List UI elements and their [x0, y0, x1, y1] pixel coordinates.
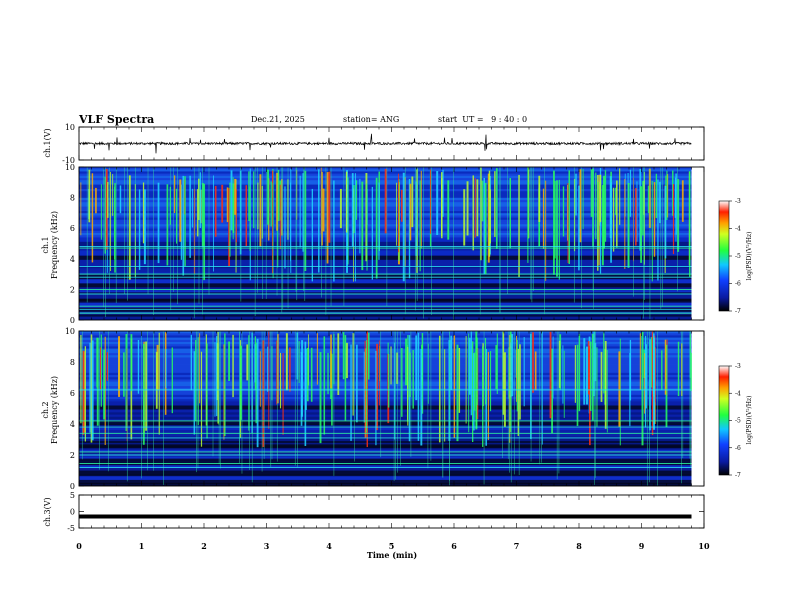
ch1-colorbar-label: log(PSD)(V²/Hz) [746, 232, 753, 281]
ch1-colorbar: log(PSD)(V²/Hz) -3 -4 -5 -6 -7 [718, 198, 753, 315]
y-tick-label: 0 [70, 508, 75, 517]
ch2-spectrogram-panel: 0 2 4 6 8 10 [65, 327, 705, 491]
y-tick-label: -5 [67, 524, 75, 533]
start-time-label: start UT = 9 : 40 : 0 [438, 115, 528, 124]
y-tick-label: 8 [70, 194, 75, 203]
panel-frame [78, 166, 705, 321]
ch2-colorbar: log(PSD)(V²/Hz) -3 -4 -5 -6 -7 [718, 363, 753, 479]
y-tick-label: 0 [70, 482, 75, 491]
ch1-spec-ylabel-line2: Frequency (kHz) [50, 211, 59, 279]
colorbar-tick-label: -3 [735, 363, 741, 370]
y-tick-label: 8 [70, 358, 75, 367]
ch3-ylabel: ch.3(V) [43, 497, 52, 526]
ch3-waveform-panel: 5 0 -5 [67, 491, 705, 533]
panel-frame [78, 494, 705, 529]
chart-title: VLF Spectra [79, 113, 155, 126]
colorbar-tick-label: -6 [735, 445, 741, 452]
y-tick-label: 6 [70, 389, 75, 398]
colorbar-tick-label: -7 [735, 472, 741, 479]
s1-spectrogram-image [79, 167, 704, 320]
y-tick-label: 10 [65, 123, 75, 132]
y-tick-label: 2 [70, 451, 75, 460]
x-tick-label: 10 [698, 541, 710, 551]
y-tick-label: 4 [70, 255, 75, 264]
x-tick-label: 1 [139, 541, 145, 551]
ch1-ylabel: ch.1(V) [43, 128, 52, 157]
ch1-waveform-line [78, 133, 692, 154]
ch1-spectrogram-panel: 0 2 4 6 8 10 [65, 163, 705, 325]
x-tick-label: 7 [514, 541, 520, 551]
y-tick-label: 6 [70, 224, 75, 233]
time-axis: 0 1 2 3 4 5 6 7 8 9 10 [76, 541, 710, 551]
y-tick-label: 2 [70, 285, 75, 294]
x-tick-label: 0 [76, 541, 82, 551]
x-axis-label: Time (min) [367, 550, 417, 560]
panel-frame [78, 330, 705, 487]
station-label: station= ANG [343, 115, 400, 124]
colorbar-tick-label: -7 [735, 308, 741, 315]
x-tick-label: 8 [576, 541, 582, 551]
ch1-waveform-panel: 10 -10 [62, 123, 705, 165]
colorbar-tick-label: -6 [735, 281, 741, 288]
y-tick-label: 5 [70, 491, 75, 500]
ch1-spec-ylabel-line1: ch.1 [41, 236, 50, 253]
colorbar-tick-label: -4 [735, 226, 741, 233]
y-tick-label: 0 [70, 316, 75, 325]
colorbar-tick-label: -3 [735, 198, 741, 205]
x-tick-label: 3 [264, 541, 270, 551]
panel-frame [78, 126, 705, 161]
y-tick-label: 4 [70, 420, 75, 429]
date-label: Dec.21, 2025 [251, 115, 305, 124]
x-tick-label: 4 [326, 541, 332, 551]
colorbar-tick-label: -4 [735, 390, 741, 397]
x-tick-label: 2 [201, 541, 207, 551]
x-tick-label: 6 [451, 541, 457, 551]
y-tick-label: 10 [65, 327, 75, 336]
ch2-spec-ylabel-line2: Frequency (kHz) [50, 376, 59, 444]
ch2-spec-ylabel-line1: ch.2 [41, 401, 50, 418]
x-tick-label: 9 [639, 541, 645, 551]
ch2-colorbar-label: log(PSD)(V²/Hz) [746, 396, 753, 445]
x-tick-label: 5 [389, 541, 395, 551]
colorbar-tick-label: -5 [735, 418, 741, 425]
y-tick-label: 10 [65, 163, 75, 172]
y-tick-label: -10 [62, 156, 75, 165]
s2-spectrogram-image [79, 331, 704, 486]
colorbar-tick-label: -5 [735, 253, 741, 260]
